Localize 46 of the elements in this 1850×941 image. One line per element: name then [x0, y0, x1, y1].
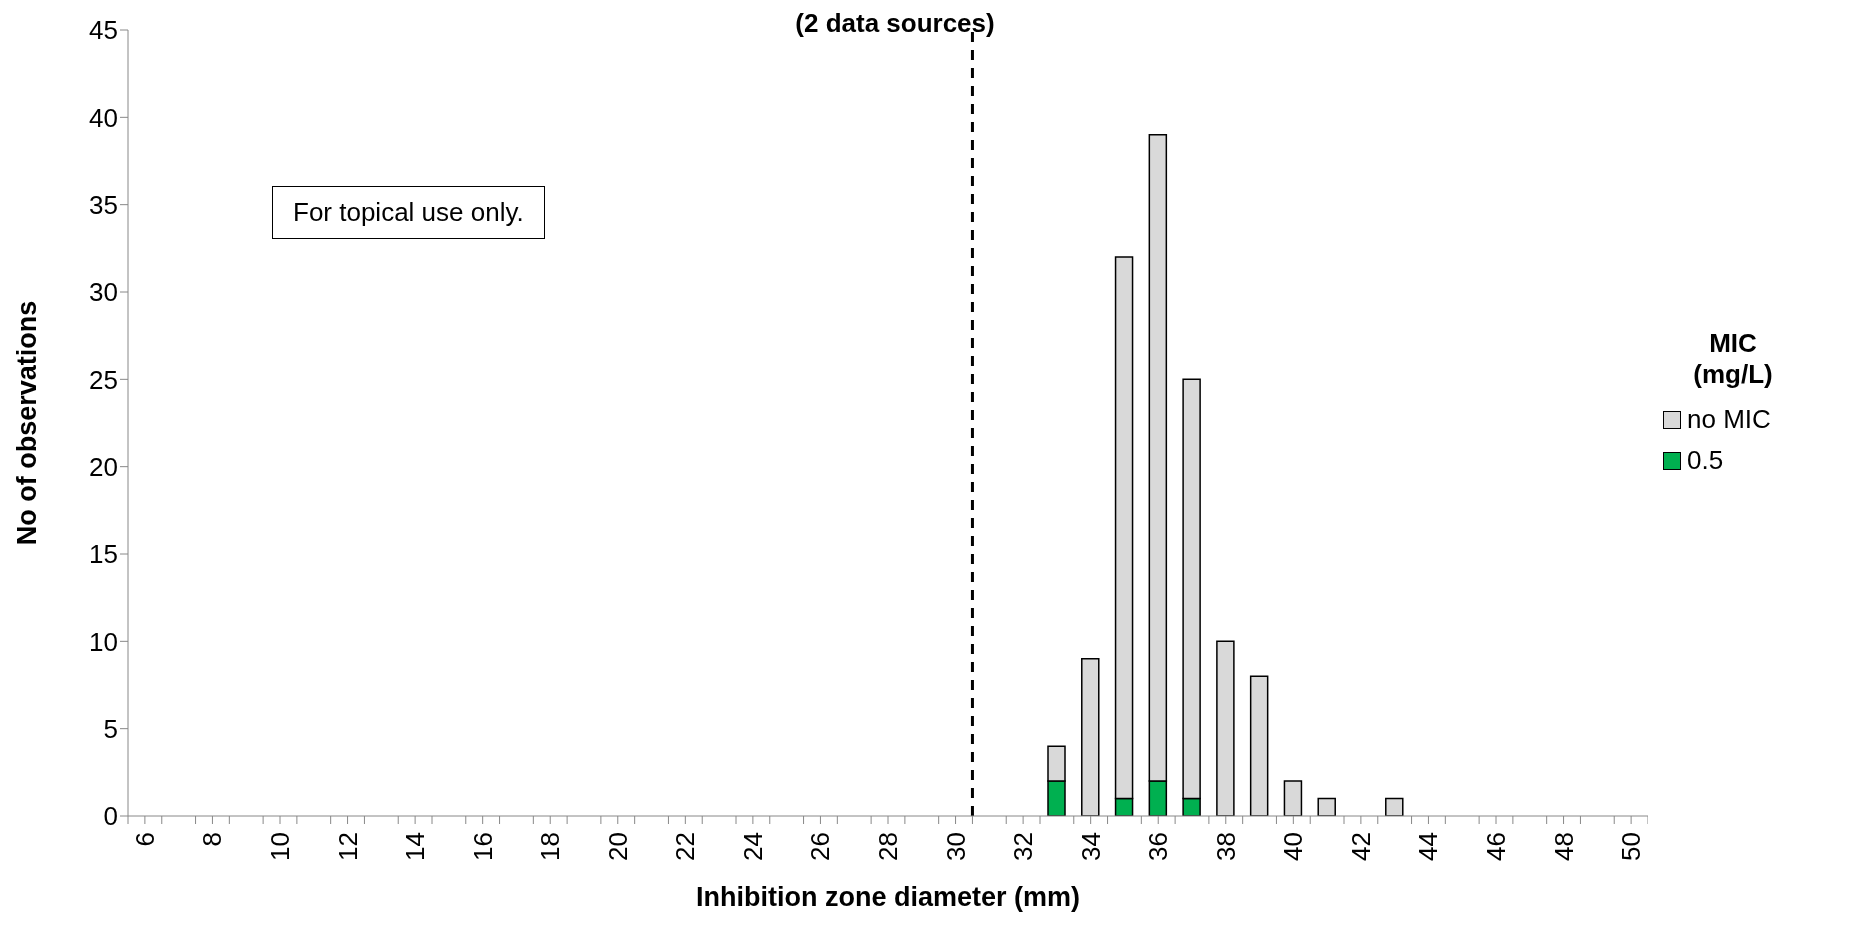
- chart-title: (2 data sources): [794, 8, 996, 39]
- y-tick-label: 5: [103, 713, 118, 744]
- x-tick-label: 44: [1413, 832, 1444, 861]
- y-tick-label: 25: [89, 364, 118, 395]
- x-tick-label: 50: [1616, 832, 1647, 861]
- bar: [1081, 658, 1100, 816]
- x-tick-label: 40: [1278, 832, 1309, 861]
- y-tick-label: 10: [89, 626, 118, 657]
- y-tick-label: 35: [89, 189, 118, 220]
- bar: [1283, 780, 1303, 816]
- annotation: For topical use only.: [272, 186, 545, 239]
- x-tick-label: 12: [332, 832, 363, 861]
- x-tick-label: 14: [400, 832, 431, 861]
- x-tick-label: 42: [1345, 832, 1376, 861]
- legend-label: 0.5: [1687, 445, 1724, 476]
- y-tick-label: 45: [89, 15, 118, 46]
- x-tick-label: 24: [737, 832, 768, 861]
- x-tick-label: 26: [805, 832, 836, 861]
- x-tick-label: 22: [670, 832, 701, 861]
- legend-title: MIC (mg/L): [1692, 328, 1774, 390]
- x-tick-label: 20: [602, 832, 633, 861]
- x-tick-label: 28: [873, 832, 903, 861]
- x-tick-label: 16: [467, 832, 498, 861]
- x-axis-title: Inhibition zone diameter (mm): [695, 882, 1081, 912]
- bar: [1216, 640, 1235, 816]
- x-tick-label: 6: [129, 832, 160, 847]
- x-tick-label: 18: [535, 832, 566, 861]
- x-tick-label: 46: [1481, 832, 1511, 861]
- x-tick-label: 32: [1008, 832, 1039, 861]
- bar: [1249, 675, 1269, 816]
- x-tick-label: 34: [1075, 832, 1106, 861]
- y-axis-title: No of observations: [11, 300, 42, 546]
- x-tick-label: 30: [940, 832, 971, 861]
- x-tick-label: 36: [1143, 832, 1174, 861]
- legend-label: no MIC: [1687, 404, 1771, 435]
- y-tick-label: 40: [89, 102, 118, 133]
- x-tick-label: 48: [1548, 832, 1579, 861]
- y-tick-label: 0: [103, 801, 118, 832]
- x-tick-label: 38: [1210, 832, 1241, 861]
- y-tick-label: 30: [89, 277, 118, 308]
- y-tick-label: 20: [89, 451, 118, 482]
- x-tick-label: 8: [197, 832, 228, 847]
- bar: [1317, 797, 1336, 816]
- y-tick-label: 15: [89, 539, 118, 570]
- x-tick-label: 10: [265, 832, 295, 861]
- bar: [1385, 797, 1404, 816]
